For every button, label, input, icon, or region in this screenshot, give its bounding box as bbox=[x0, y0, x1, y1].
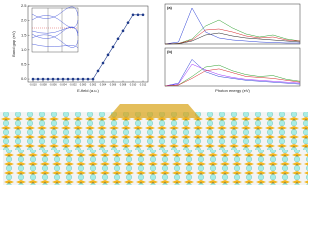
series-line bbox=[164, 63, 301, 87]
x-axis-label: E-field (a.u.) bbox=[77, 88, 99, 93]
x-tick-label: 0.004 bbox=[100, 83, 107, 87]
marker bbox=[106, 53, 110, 57]
y-tick-label: 2.5 bbox=[21, 3, 27, 8]
x-tick-label: -0.008 bbox=[39, 83, 47, 87]
marker bbox=[86, 77, 90, 81]
panel-label: (b) bbox=[167, 49, 173, 54]
marker bbox=[61, 77, 65, 81]
marker bbox=[81, 77, 85, 81]
x-tick-label: -0.006 bbox=[49, 83, 57, 87]
x-tick-label: -0.004 bbox=[59, 83, 67, 87]
marker bbox=[121, 29, 125, 33]
marker bbox=[56, 77, 60, 81]
marker bbox=[31, 77, 35, 81]
y-tick-label: 1.0 bbox=[21, 47, 27, 52]
marker bbox=[76, 77, 80, 81]
marker bbox=[96, 69, 100, 73]
page: {"chart_data": [ {"type": "line", "y_lab… bbox=[0, 3, 308, 185]
plot-frame bbox=[164, 3, 301, 45]
marker bbox=[51, 77, 55, 81]
plot-frame bbox=[164, 47, 301, 87]
marker bbox=[136, 13, 140, 17]
crystal-structure bbox=[0, 104, 308, 185]
y-axis-label: Band gap (eV) bbox=[11, 30, 16, 56]
y-tick-label: 0.0 bbox=[21, 76, 27, 81]
marker bbox=[111, 45, 115, 49]
series-line bbox=[164, 32, 301, 45]
x-tick-label: 0.000 bbox=[80, 83, 87, 87]
y-tick-label: 2.0 bbox=[21, 18, 27, 23]
x-tick-label: -0.002 bbox=[69, 83, 77, 87]
series-line bbox=[164, 64, 301, 87]
marker bbox=[41, 77, 45, 81]
y-tick-label: 1.5 bbox=[21, 32, 27, 37]
series-line bbox=[164, 7, 300, 45]
marker bbox=[46, 77, 50, 81]
x-tick-label: 0.006 bbox=[110, 83, 117, 87]
marker bbox=[91, 77, 95, 81]
inset-band-structure bbox=[31, 6, 79, 53]
plot-frame bbox=[27, 5, 149, 83]
marker bbox=[66, 77, 70, 81]
figure: 0.00.51.01.52.02.5-0.010 -0.008 -0.006 -0.0… bbox=[0, 3, 308, 185]
marker bbox=[141, 13, 145, 17]
marker bbox=[116, 37, 120, 41]
series-line bbox=[164, 28, 301, 45]
series-line bbox=[164, 59, 301, 87]
marker bbox=[36, 77, 40, 81]
marker bbox=[101, 61, 105, 65]
x-tick-label: 0.010 bbox=[130, 83, 137, 87]
marker bbox=[131, 13, 135, 17]
x-tick-label: 0.002 bbox=[90, 83, 97, 87]
x-tick-label: 0.008 bbox=[120, 83, 127, 87]
series-line bbox=[164, 68, 301, 87]
x-tick-label: 0.012 bbox=[140, 83, 147, 87]
marker bbox=[71, 77, 75, 81]
y-tick-label: 0.5 bbox=[21, 62, 27, 67]
series-line bbox=[164, 19, 301, 45]
panel-label: (a) bbox=[167, 5, 173, 10]
marker bbox=[126, 21, 130, 24]
x-axis-label: Photon energy (eV) bbox=[215, 88, 250, 93]
x-tick-label: -0.010 bbox=[29, 83, 37, 87]
